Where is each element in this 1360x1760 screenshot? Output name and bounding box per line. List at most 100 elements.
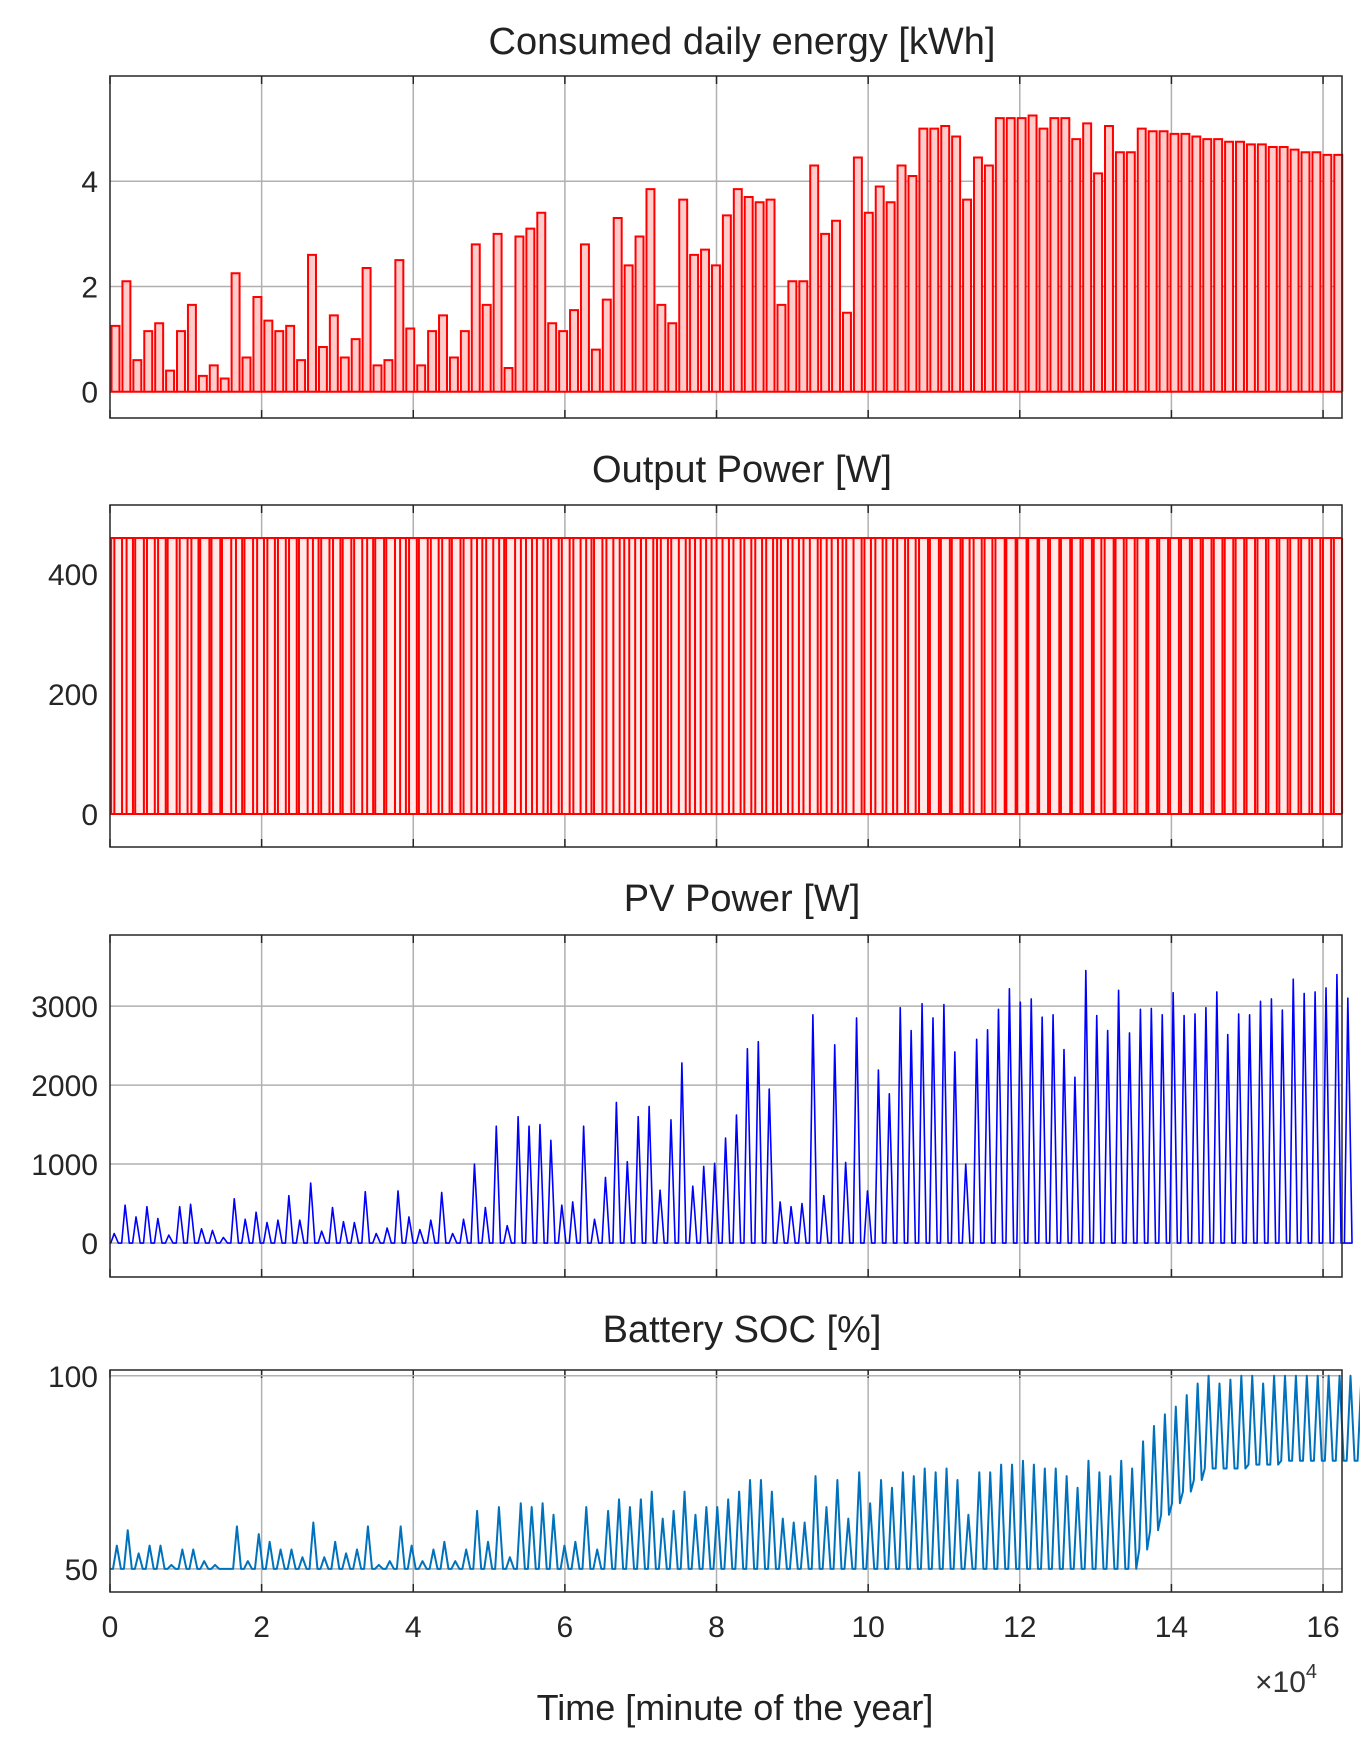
energy-bar [154, 322, 165, 392]
y-tick-label: 2 [81, 271, 98, 304]
y-axis: 50 100 [48, 1361, 98, 1587]
energy-bar [1060, 117, 1071, 392]
panel-consumed-energy: Consumed daily energy [kWh] 0 2 4 [81, 21, 1344, 419]
energy-bar [841, 311, 852, 392]
energy-bar [896, 164, 907, 392]
energy-bar [317, 345, 328, 392]
energy-bar [208, 364, 219, 392]
energy-bar [820, 232, 831, 392]
energy-bar [972, 156, 983, 392]
x-axis: 0 2 4 6 8 10 12 14 16 [102, 1611, 1340, 1644]
energy-bar [962, 198, 973, 392]
energy-bar [394, 259, 405, 392]
pv-power-series [109, 969, 1353, 1244]
energy-bar [328, 314, 339, 392]
energy-bar [1049, 117, 1060, 392]
energy-bar [186, 303, 197, 392]
energy-bar [241, 356, 252, 392]
energy-bar [787, 280, 798, 392]
energy-bar [448, 356, 459, 392]
energy-bar [1071, 138, 1082, 392]
pv-power-line [109, 969, 1353, 1244]
energy-bar [929, 127, 940, 392]
energy-bar [1213, 138, 1224, 392]
energy-bar [350, 338, 361, 392]
energy-bar [623, 264, 634, 392]
energy-bar [383, 359, 394, 392]
energy-bar [1169, 132, 1180, 392]
x-tick-label: 0 [102, 1611, 119, 1644]
axes-box [109, 504, 1343, 848]
energy-bar [230, 272, 241, 392]
energy-bar [176, 330, 186, 392]
energy-bar [710, 264, 721, 392]
energy-bar [885, 201, 896, 392]
y-tick-label: 200 [48, 679, 98, 712]
energy-bar [219, 377, 230, 392]
x-tick-label: 10 [851, 1611, 884, 1644]
panel-output-power: Output Power [W] 0 200 400 [48, 449, 1344, 848]
energy-bar [1224, 140, 1235, 392]
energy-bars [110, 114, 1344, 393]
energy-bar [918, 127, 929, 392]
energy-bar [405, 327, 416, 392]
energy-bar [1180, 132, 1191, 392]
energy-bar [798, 280, 809, 392]
energy-bar [765, 198, 776, 392]
energy-bar [1158, 130, 1169, 392]
energy-bar [1289, 148, 1300, 392]
energy-bar [1311, 151, 1322, 392]
energy-bar [907, 174, 918, 392]
energy-bar [110, 324, 121, 392]
energy-bar [296, 359, 307, 392]
y-tick-label: 0 [81, 377, 98, 410]
energy-bar [481, 303, 492, 392]
x-axis-label: Time [minute of the year] [537, 1687, 934, 1728]
energy-bar [547, 322, 558, 392]
y-tick-label: 2000 [31, 1070, 98, 1103]
chart-title: Consumed daily energy [kWh] [489, 21, 996, 63]
energy-bar [1082, 122, 1093, 392]
energy-bar [689, 253, 700, 392]
y-tick-label: 3000 [31, 991, 98, 1024]
energy-bar [612, 217, 623, 392]
y-axis: 0 200 400 [48, 559, 98, 832]
energy-bar [874, 185, 885, 392]
y-tick-label: 400 [48, 559, 98, 592]
x-tick-label: 12 [1003, 1611, 1036, 1644]
chart-title: Battery SOC [%] [603, 1309, 882, 1351]
y-tick-label: 1000 [31, 1149, 98, 1182]
axes-box [109, 934, 1343, 1278]
energy-bar [1235, 140, 1245, 392]
energy-bar [558, 330, 569, 392]
energy-bar [1256, 143, 1267, 392]
x-tick-label: 16 [1306, 1611, 1339, 1644]
energy-bar [721, 214, 732, 392]
energy-bar [656, 303, 667, 392]
energy-bar [863, 211, 874, 392]
soc-series [110, 1374, 1360, 1570]
energy-bar [1114, 151, 1125, 392]
energy-bar [165, 369, 176, 392]
energy-bar [252, 295, 263, 392]
energy-bar [1147, 130, 1158, 392]
energy-bar [1027, 114, 1038, 392]
grid [109, 935, 1342, 1277]
energy-bar [940, 124, 951, 392]
energy-bar [754, 201, 765, 392]
energy-bar [503, 367, 514, 392]
y-tick-label: 0 [81, 1228, 98, 1261]
energy-bar [1093, 172, 1104, 392]
panel-pv-power: PV Power [W] 0 1000 2000 3000 [31, 878, 1353, 1278]
energy-bar [470, 243, 481, 392]
output-power-pulses [110, 537, 1344, 815]
axes-box [109, 1369, 1343, 1593]
energy-bar [307, 253, 317, 392]
energy-bar [263, 319, 274, 392]
energy-bar [1267, 146, 1278, 392]
axes-box [109, 75, 1343, 419]
energy-bar [372, 364, 383, 392]
energy-bar [285, 324, 296, 392]
energy-bar [427, 330, 438, 392]
